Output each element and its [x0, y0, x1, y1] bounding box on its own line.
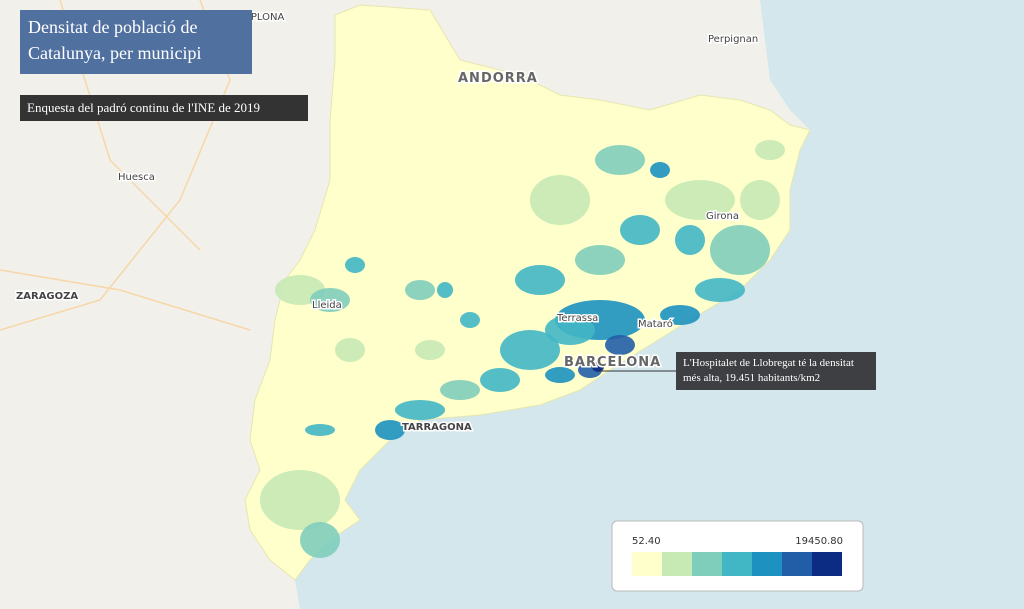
sea: [295, 0, 1024, 609]
density-area: [650, 162, 670, 178]
place-label: ANDORRA: [458, 71, 538, 86]
density-area: [695, 278, 745, 302]
legend-swatch: [662, 552, 692, 576]
legend-swatch: [692, 552, 722, 576]
annotation: L'Hospitalet de Llobregat té la densitat…: [683, 357, 854, 384]
density-area: [500, 330, 560, 370]
density-area: [592, 362, 604, 372]
density-area: [405, 280, 435, 300]
density-area: [575, 245, 625, 275]
place-label: ZARAGOZA: [16, 291, 78, 302]
density-area: [515, 265, 565, 295]
place-label: Girona: [706, 211, 739, 222]
subtitle-box: Enquesta del padró continu de l'INE de 2…: [20, 95, 308, 121]
density-area: [440, 380, 480, 400]
density-area: [335, 338, 365, 362]
density-area: [375, 420, 405, 440]
place-label: BARCELONA: [564, 355, 661, 370]
legend-swatch: [812, 552, 842, 576]
density-area: [415, 340, 445, 360]
density-area: [305, 424, 335, 436]
legend-swatch: [632, 552, 662, 576]
legend-swatch: [722, 552, 752, 576]
place-label: Mataró: [638, 318, 673, 330]
density-area: [480, 368, 520, 392]
density-areas: [260, 140, 785, 558]
place-label: Huesca: [118, 172, 155, 183]
density-area: [660, 305, 700, 325]
density-area: [595, 145, 645, 175]
legend-swatch: [782, 552, 812, 576]
place-label: Lleida: [312, 300, 342, 311]
place-label: Perpignan: [708, 34, 758, 45]
density-area: [755, 140, 785, 160]
legend-max: 19450.80: [795, 536, 843, 547]
density-area: [395, 400, 445, 420]
density-area: [437, 282, 453, 298]
density-area: [740, 180, 780, 220]
density-area: [675, 225, 705, 255]
legend-scale: [632, 552, 842, 576]
subtitle: Enquesta del padró continu de l'INE de 2…: [27, 100, 261, 115]
density-area: [310, 288, 350, 312]
density-area: [545, 315, 595, 345]
title-box: Densitat de població de Catalunya, per m…: [20, 10, 252, 74]
place-label: TARRAGONA: [402, 422, 472, 433]
legend-swatch: [752, 552, 782, 576]
density-area: [665, 180, 735, 220]
title: Densitat de població de Catalunya, per m…: [28, 17, 202, 63]
legend-min: 52.40: [632, 536, 661, 547]
density-area: [260, 470, 340, 530]
density-area: [300, 522, 340, 558]
density-area: [460, 312, 480, 328]
density-area: [605, 335, 635, 355]
density-area: [545, 367, 575, 383]
density-area: [530, 175, 590, 225]
density-area: [620, 215, 660, 245]
density-area: [710, 225, 770, 275]
annotation-box: L'Hospitalet de Llobregat té la densitat…: [676, 352, 876, 390]
place-label: Terrassa: [556, 313, 598, 324]
density-area: [345, 257, 365, 273]
